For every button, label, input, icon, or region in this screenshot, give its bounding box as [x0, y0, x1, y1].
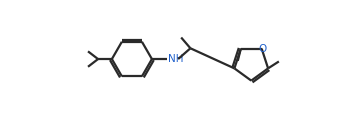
Text: NH: NH — [168, 54, 184, 64]
Text: O: O — [258, 44, 267, 54]
